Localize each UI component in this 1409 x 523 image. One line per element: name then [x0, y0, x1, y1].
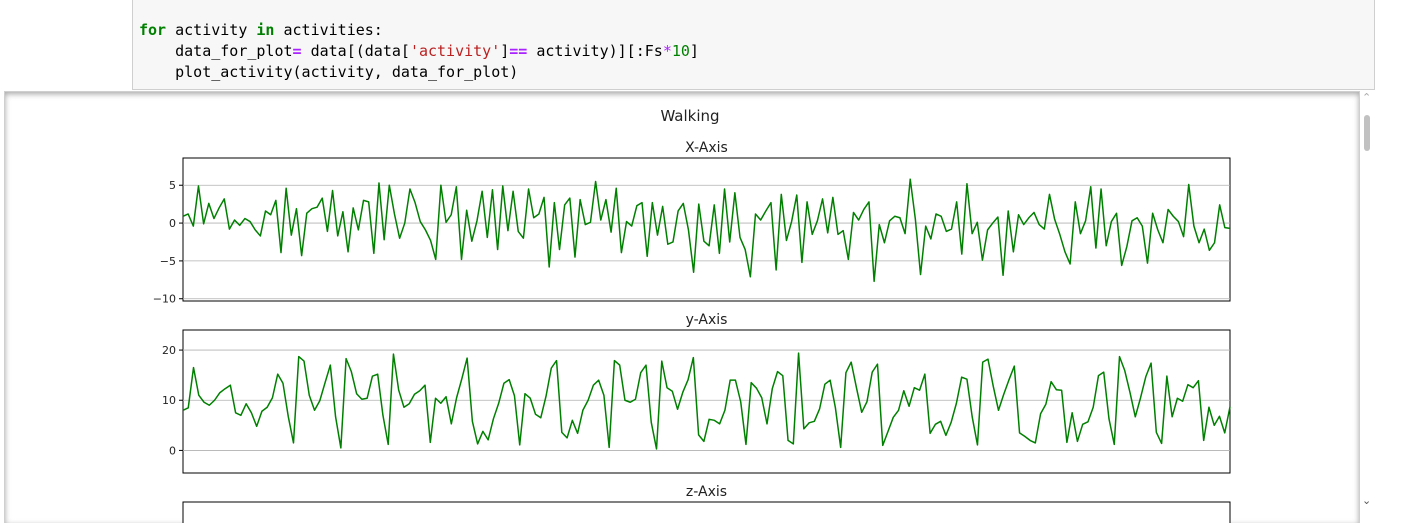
- scroll-up-arrow-icon[interactable]: ⌃: [1362, 91, 1372, 104]
- code-token: 10: [671, 42, 690, 60]
- subplot-title: X-Axis: [685, 140, 728, 156]
- code-token: in: [256, 21, 275, 39]
- series-line: [182, 352, 1231, 450]
- subplot-title: z-Axis: [686, 484, 727, 500]
- code-token: plot_activity(activity, data_for_plot): [139, 63, 519, 81]
- axes-frame: [182, 157, 1231, 302]
- axes-frame: [182, 501, 1231, 523]
- code-token: data_for_plot: [139, 42, 293, 60]
- y-tick-label: 0: [169, 217, 176, 230]
- code-token: ]: [689, 42, 699, 60]
- code-line: plot_activity(activity, data_for_plot): [139, 63, 518, 81]
- code-token: activity)][:Fs: [527, 42, 663, 60]
- scrollbar-thumb[interactable]: [1364, 115, 1370, 151]
- code-token: for: [139, 21, 167, 39]
- series-line: [182, 178, 1231, 283]
- code-editor[interactable]: for activity in activities: data_for_plo…: [139, 20, 699, 83]
- code-token: 'activity': [409, 42, 501, 60]
- code-token: =: [292, 42, 302, 60]
- y-tick-label: 5: [169, 179, 176, 192]
- code-token: activity: [166, 21, 257, 39]
- axes-frame: [182, 329, 1231, 474]
- subplot-title: y-Axis: [686, 312, 728, 328]
- output-scrollbar[interactable]: ⌃ ⌄: [1360, 91, 1376, 523]
- code-token: ==: [509, 42, 528, 60]
- code-line: data_for_plot= data[(data['activity']== …: [139, 42, 699, 60]
- y-tick-label: 0: [169, 444, 176, 457]
- code-line: for activity in activities:: [139, 21, 383, 39]
- code-token: activities:: [274, 21, 383, 39]
- y-tick-label: −10: [153, 293, 176, 306]
- code-token: ]: [500, 42, 510, 60]
- scroll-down-arrow-icon[interactable]: ⌄: [1362, 494, 1372, 507]
- y-tick-label: 20: [162, 344, 176, 357]
- figure-suptitle: Walking: [660, 107, 719, 125]
- figure-canvas: Walking X-Axis 5 0 −5 −10 y-Axis 20 10 0 z-Axis: [153, 107, 1231, 523]
- code-cell[interactable]: for activity in activities: data_for_plo…: [132, 0, 1375, 90]
- y-tick-label: −5: [160, 255, 176, 268]
- code-token: *: [662, 42, 672, 60]
- y-tick-label: 10: [162, 394, 176, 407]
- output-area[interactable]: Walking X-Axis 5 0 −5 −10 y-Axis 20 10 0 z-Axis: [4, 91, 1360, 523]
- code-token: data[(data[: [301, 42, 410, 60]
